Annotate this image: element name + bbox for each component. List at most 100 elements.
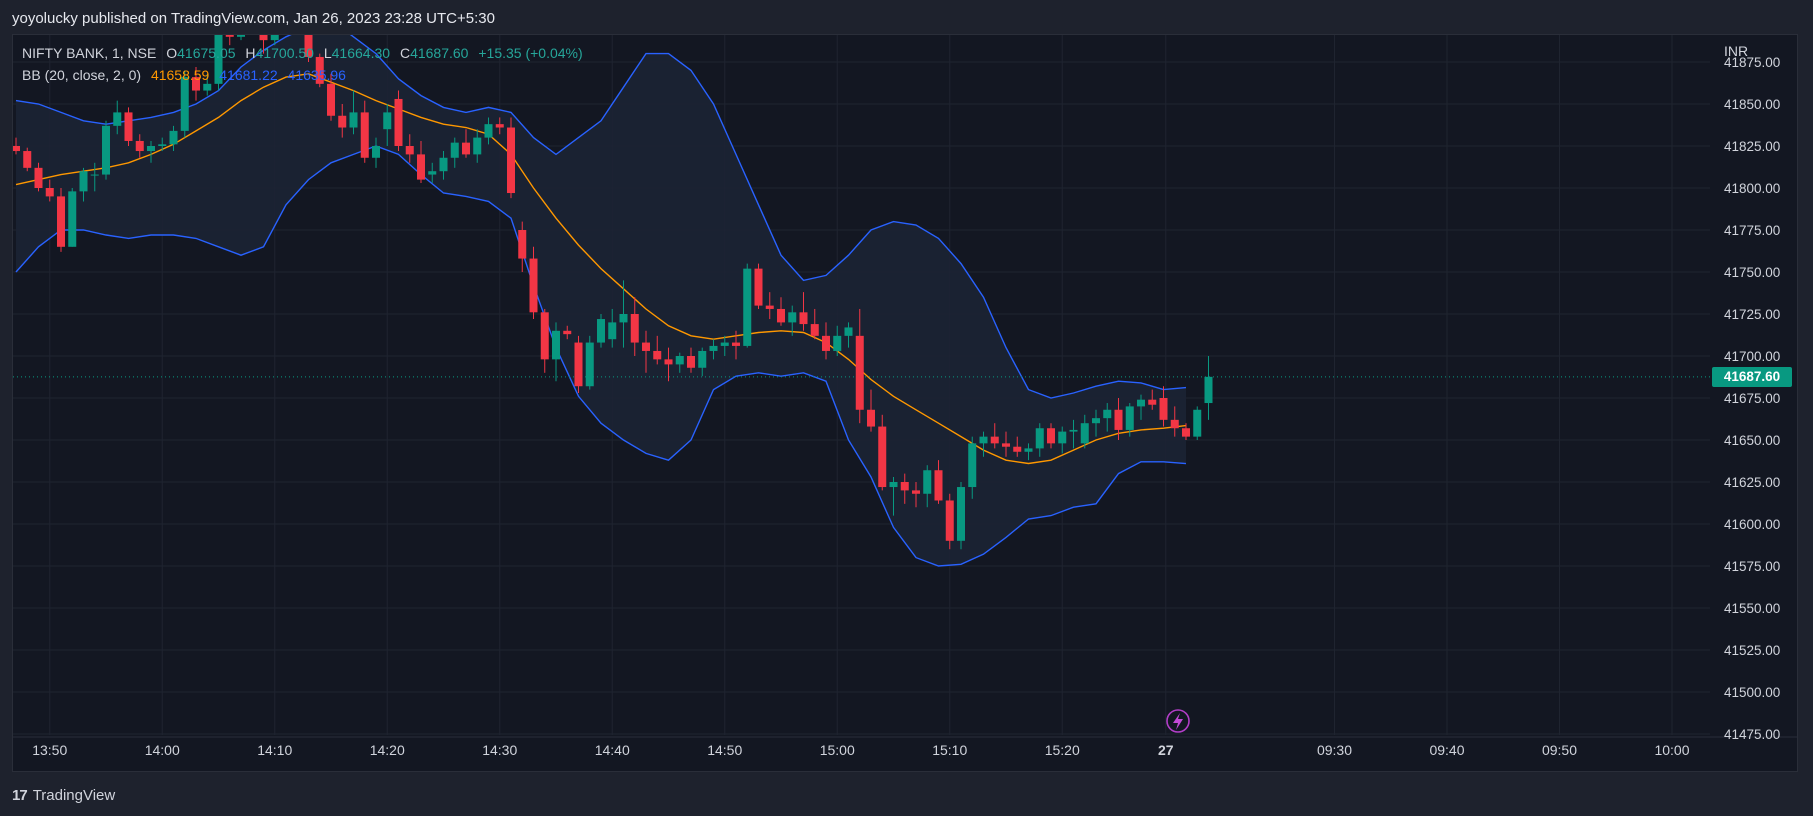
event-lightning-icon: [1166, 709, 1190, 733]
candle: [248, 0, 256, 28]
candle: [495, 117, 504, 135]
price-tick-label: 41875.00: [1724, 55, 1780, 70]
candle: [349, 90, 358, 135]
open-label: O: [166, 45, 178, 61]
candle-body: [754, 268, 763, 306]
high-value: 41700.50: [255, 45, 314, 61]
candle-body: [642, 342, 650, 351]
candle: [13, 137, 20, 155]
candle-body: [1035, 428, 1044, 449]
candle: [259, 35, 268, 54]
currency-label[interactable]: INR: [1724, 43, 1749, 59]
candle: [462, 129, 470, 158]
candle: [282, 0, 290, 20]
candle: [788, 305, 797, 336]
candle-body: [79, 171, 88, 192]
candle-body: [192, 77, 200, 91]
candle-body: [552, 330, 560, 360]
time-tick-label: 15:20: [1045, 742, 1080, 758]
candle: [563, 325, 572, 340]
time-tick-label: 14:00: [145, 742, 180, 758]
candle-body: [90, 174, 99, 176]
candle-body: [720, 342, 729, 346]
time-tick-label: 10:00: [1654, 742, 1689, 758]
candle-body: [214, 35, 223, 84]
event-icon-ring: [1166, 709, 1190, 733]
candle: [1013, 436, 1022, 457]
candle: [124, 107, 133, 146]
candle: [1002, 431, 1010, 457]
time-tick-label: 09:40: [1429, 742, 1464, 758]
candle-body: [844, 327, 853, 336]
candle: [698, 347, 707, 377]
candle: [1182, 423, 1190, 440]
candle-body: [574, 342, 583, 387]
candle-body: [1092, 418, 1100, 424]
price-tick-label: 41525.00: [1724, 643, 1780, 658]
candle: [79, 167, 88, 202]
time-tick-label: 15:00: [820, 742, 855, 758]
candle: [1159, 386, 1168, 427]
candle: [900, 473, 909, 504]
time-tick-label: 09:50: [1542, 742, 1577, 758]
candle: [383, 104, 392, 146]
candle-body: [237, 35, 245, 37]
candle: [1069, 419, 1078, 449]
candle: [293, 0, 301, 28]
change-value: +15.35 (+0.04%): [478, 45, 583, 61]
candle: [394, 90, 403, 152]
candle: [1125, 403, 1134, 437]
price-tick-label: 41600.00: [1724, 517, 1780, 532]
candle: [574, 335, 583, 393]
candle: [687, 347, 695, 373]
candle: [473, 129, 482, 163]
candle-body: [450, 142, 459, 158]
candle: [1080, 414, 1089, 449]
candle: [810, 308, 819, 340]
candle-body: [619, 314, 628, 323]
candle: [720, 335, 729, 356]
candle-body: [1193, 409, 1202, 437]
candle-body: [912, 490, 920, 494]
bb-basis-value: 41658.59: [150, 67, 210, 83]
candle-body: [833, 335, 842, 351]
candle: [102, 120, 110, 180]
candle-body: [1204, 376, 1213, 404]
candle: [878, 414, 887, 491]
candle: [608, 308, 617, 348]
candle-body: [1137, 399, 1145, 407]
candle-body: [799, 312, 808, 325]
candle: [912, 482, 920, 508]
candle-body: [653, 350, 662, 360]
candle: [327, 73, 335, 121]
candle: [743, 263, 752, 348]
candle: [169, 125, 178, 152]
candle-body: [810, 324, 819, 336]
candle-body: [349, 112, 358, 128]
candle: [23, 147, 32, 172]
candle-body: [934, 470, 943, 501]
tradingview-logo[interactable]: 17 TradingView: [12, 785, 115, 805]
candle-body: [518, 230, 527, 259]
candle-body: [968, 443, 977, 488]
candle: [855, 308, 864, 424]
candle-body: [225, 35, 234, 37]
candle: [754, 263, 763, 309]
high-label: H: [245, 45, 256, 61]
candle: [158, 137, 167, 152]
candle-body: [732, 342, 740, 346]
candle-body: [788, 312, 797, 323]
time-tick-label: 09:30: [1317, 742, 1352, 758]
candle-body: [990, 436, 999, 444]
candle-body: [1182, 428, 1190, 437]
candle-body: [1047, 428, 1055, 444]
candle-body: [1024, 448, 1033, 452]
candle: [990, 423, 999, 449]
price-tick-label: 41825.00: [1724, 139, 1780, 154]
candle: [45, 179, 54, 202]
symbol-label: NIFTY BANK, 1, NSE: [22, 45, 157, 61]
candle: [180, 70, 189, 138]
candle-body: [394, 98, 403, 146]
candle-body: [698, 350, 707, 368]
